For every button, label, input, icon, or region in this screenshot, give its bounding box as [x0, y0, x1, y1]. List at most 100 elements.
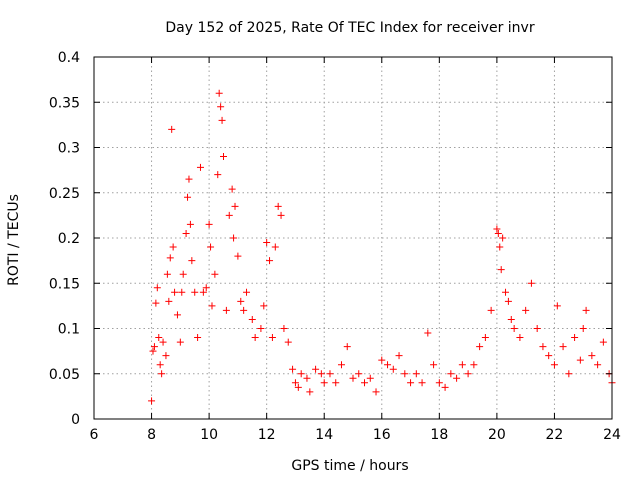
data-point	[306, 388, 314, 396]
data-points-layer	[148, 89, 616, 405]
data-point	[504, 297, 512, 305]
data-point	[470, 361, 478, 369]
data-point	[162, 352, 170, 360]
data-point	[424, 329, 432, 337]
data-point	[516, 334, 524, 342]
data-point	[510, 325, 518, 332]
data-point	[337, 361, 345, 369]
data-point	[361, 379, 369, 387]
data-point	[571, 334, 579, 342]
data-point	[165, 297, 173, 305]
data-point	[184, 193, 192, 201]
data-point	[263, 239, 271, 247]
data-point	[312, 365, 320, 373]
data-point	[222, 306, 230, 314]
data-point	[225, 211, 233, 219]
data-point	[559, 343, 567, 351]
data-point	[599, 338, 607, 346]
grid-layer	[94, 57, 612, 419]
data-point	[576, 356, 584, 364]
data-point	[297, 370, 305, 378]
data-point	[453, 374, 461, 382]
data-point	[266, 257, 274, 265]
x-tick-label: 8	[147, 427, 156, 443]
data-point	[248, 315, 256, 323]
data-point	[539, 343, 547, 351]
data-point	[594, 361, 602, 369]
data-point	[401, 370, 409, 378]
data-point	[384, 361, 392, 369]
data-point	[496, 243, 504, 251]
data-point	[188, 257, 196, 265]
data-point	[378, 356, 386, 364]
data-point	[303, 374, 311, 382]
data-point	[243, 288, 251, 296]
data-point	[317, 370, 325, 378]
data-point	[215, 89, 223, 97]
y-tick-labels: 0 0.05 0.1 0.15 0.2 0.25 0.3 0.35 0.4	[49, 50, 80, 428]
data-point	[208, 302, 216, 310]
data-point	[372, 388, 380, 396]
y-tick-label: 0.25	[49, 186, 80, 202]
data-point	[497, 266, 505, 274]
y-tick-label: 0.05	[49, 367, 80, 383]
chart-title: Day 152 of 2025, Rate Of TEC Index for r…	[165, 20, 534, 36]
data-point	[217, 103, 225, 111]
data-point	[237, 297, 245, 305]
data-point	[158, 370, 166, 378]
y-tick-label: 0.4	[58, 50, 80, 66]
y-axis-label: ROTI / TECUs	[6, 194, 22, 286]
data-point	[366, 374, 374, 382]
y-tick-label: 0.1	[58, 322, 80, 338]
data-point	[260, 302, 268, 310]
data-point	[191, 288, 199, 296]
data-point	[481, 334, 489, 342]
data-point	[389, 365, 397, 373]
data-point	[159, 338, 167, 346]
data-point	[182, 229, 190, 237]
data-point	[220, 153, 227, 161]
x-tick-label: 20	[488, 427, 506, 443]
data-point	[487, 306, 495, 314]
data-point	[228, 185, 236, 193]
data-point	[493, 225, 501, 233]
data-point	[274, 202, 282, 210]
x-axis-label: GPS time / hours	[291, 458, 408, 474]
x-tick-labels: 6 8 10 12 14 16 18 20 22 24	[90, 427, 621, 443]
data-point	[194, 334, 202, 342]
x-tick-label: 18	[430, 427, 448, 443]
y-tick-label: 0.15	[49, 276, 80, 292]
data-point	[349, 374, 357, 382]
data-point	[176, 338, 184, 346]
data-point	[476, 343, 484, 351]
data-point	[407, 379, 415, 387]
data-point	[148, 397, 156, 405]
data-point	[522, 306, 530, 314]
data-point	[202, 284, 210, 292]
data-point	[441, 383, 449, 391]
data-point	[277, 211, 285, 219]
data-point	[168, 125, 176, 133]
data-point	[152, 299, 160, 307]
y-tick-label: 0	[71, 412, 80, 428]
x-tick-label: 16	[373, 427, 391, 443]
x-tick-label: 24	[603, 427, 621, 443]
data-point	[579, 325, 587, 332]
data-point	[155, 334, 163, 342]
data-point	[234, 252, 242, 260]
data-point	[211, 270, 219, 278]
data-point	[533, 325, 541, 332]
data-point	[418, 379, 426, 387]
data-point	[284, 338, 292, 346]
data-point	[185, 175, 193, 183]
data-point	[545, 352, 553, 360]
data-point	[430, 361, 438, 369]
data-point	[169, 243, 177, 251]
data-point	[499, 234, 507, 242]
data-point	[291, 379, 299, 387]
data-point	[149, 347, 157, 355]
data-point	[582, 306, 590, 314]
data-point	[280, 325, 288, 332]
data-point	[550, 361, 558, 369]
data-point	[289, 365, 297, 373]
